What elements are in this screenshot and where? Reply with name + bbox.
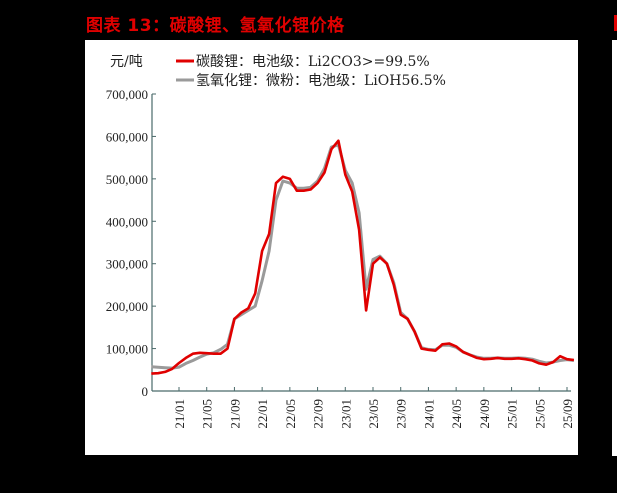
x-tick-label: 24/01 (421, 399, 436, 429)
data-lines (151, 139, 575, 375)
x-tick-label: 22/09 (311, 399, 326, 429)
adjacent-panel-edge (612, 40, 617, 456)
x-tick-label: 24/09 (477, 399, 492, 429)
y-tick-label: 100,000 (106, 342, 148, 357)
axes: 0 100,000 200,000 300,000 400,000 500,000 600,… (106, 87, 575, 429)
x-tick-label: 23/09 (394, 399, 409, 429)
x-tick-label: 22/05 (283, 399, 298, 429)
y-tick-label: 700,000 (106, 87, 148, 102)
chart-panel (85, 40, 578, 455)
x-tick-label: 23/05 (366, 399, 381, 429)
legend-label-lioh: 氢氧化锂：微粉：电池级：LiOH56.5% (196, 73, 446, 89)
x-tick-label: 23/01 (338, 399, 353, 429)
y-tick-label: 0 (142, 384, 149, 399)
y-tick-label: 300,000 (106, 257, 148, 272)
legend: 碳酸锂：电池级：Li2CO3>=99.5% 氢氧化锂：微粉：电池级：LiOH56… (176, 54, 446, 89)
x-tick-label: 22/01 (255, 399, 270, 429)
series-li2co3-line (151, 139, 575, 375)
y-tick-label: 400,000 (106, 214, 148, 229)
x-tick-label: 25/05 (532, 399, 547, 429)
x-tick-label: 21/05 (200, 399, 215, 429)
y-tick-label: 500,000 (106, 172, 148, 187)
y-tick-label: 200,000 (106, 299, 148, 314)
x-tick-label: 25/01 (505, 399, 520, 429)
x-tick-label: 21/01 (172, 399, 187, 429)
x-tick-label: 24/05 (449, 399, 464, 429)
adjacent-title-fragment (614, 15, 617, 31)
y-tick-label: 600,000 (106, 129, 148, 144)
x-tick-label: 25/09 (560, 399, 575, 429)
x-tick-label: 21/09 (227, 399, 242, 429)
chart-title: 图表 13：碳酸锂、氢氧化锂价格 (86, 16, 345, 36)
y-axis-unit: 元/吨 (110, 54, 143, 70)
legend-label-li2co3: 碳酸锂：电池级：Li2CO3>=99.5% (196, 54, 430, 70)
